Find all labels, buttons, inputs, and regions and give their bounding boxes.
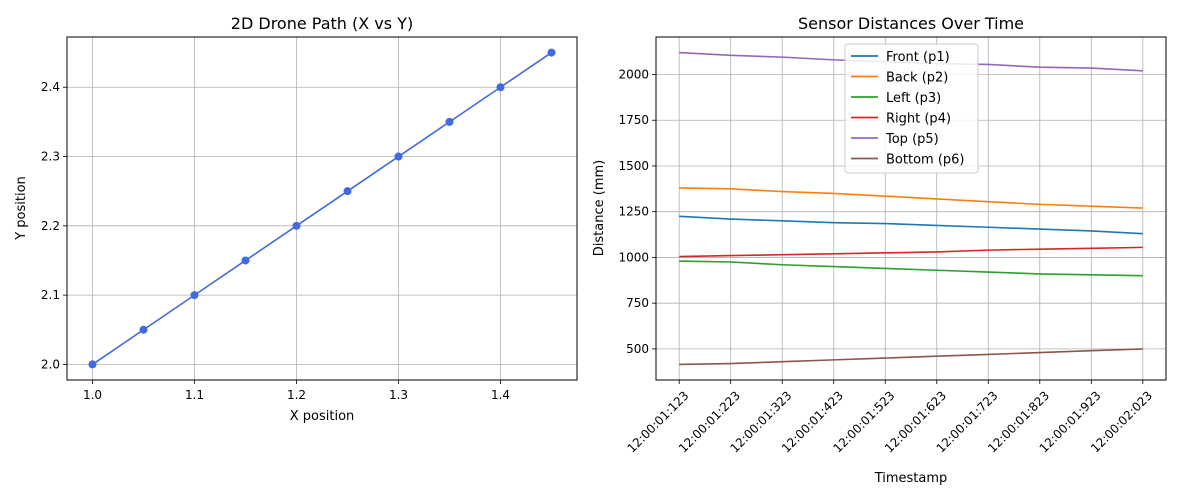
chart1-ytick-label: 2.1 — [41, 288, 60, 302]
series-line-1 — [679, 215, 1143, 235]
sensor-distances-chart: Sensor Distances Over Time 12:00:01:1231… — [592, 14, 1167, 486]
drone-path-point — [343, 187, 352, 196]
drone-path-point — [88, 360, 97, 369]
chart1-frame — [66, 36, 578, 381]
chart1-ticks: 1.0 1.1 1.2 1.3 1.4 2.0 2.1 2.2 2.3 2.4 — [41, 80, 510, 402]
drone-path-point — [547, 48, 556, 57]
chart2-title: Sensor Distances Over Time — [798, 14, 1024, 33]
chart1-ylabel: Y position — [14, 176, 29, 241]
drone-path-point — [190, 291, 199, 300]
drone-path-point — [496, 83, 505, 92]
legend-box — [844, 43, 979, 174]
chart2-series — [679, 51, 1143, 366]
chart1-grid — [67, 37, 577, 380]
chart2-ylabel: Distance (mm) — [592, 160, 607, 256]
drone-path-point — [445, 117, 454, 126]
chart1-ytick-label: 2.2 — [41, 219, 60, 233]
chart2-ytick-label: 2000 — [618, 68, 649, 82]
series-line-4 — [679, 246, 1143, 258]
chart2-ytick-label: 1250 — [618, 205, 649, 219]
legend-label: Bottom (p6) — [886, 153, 964, 168]
series-line-6 — [679, 348, 1143, 366]
chart1-xtick-label: 1.4 — [491, 388, 510, 402]
chart2-ytick-label: 1000 — [618, 250, 649, 264]
chart1-series — [88, 48, 556, 369]
drone-path-point — [292, 221, 301, 230]
chart2-frame — [655, 36, 1167, 381]
chart1-title: 2D Drone Path (X vs Y) — [231, 14, 413, 33]
chart2-legend: Front (p1) Back (p2) Left (p3) Right (p4) To… — [844, 43, 979, 174]
legend-label: Front (p1) — [886, 50, 950, 65]
series-line-3 — [679, 260, 1143, 277]
drone-path-point — [241, 256, 250, 265]
chart1-ytick-label: 2.0 — [41, 357, 60, 371]
chart1-xtick-label: 1.1 — [185, 388, 204, 402]
legend-label: Left (p3) — [886, 91, 941, 106]
chart1-xtick-label: 1.0 — [83, 388, 102, 402]
chart2-ytick-label: 750 — [626, 296, 649, 310]
chart1-ytick-label: 2.3 — [41, 150, 60, 164]
chart1-xlabel: X position — [290, 409, 355, 424]
drone-path-point — [394, 152, 403, 161]
chart2-ytick-label: 500 — [626, 342, 649, 356]
chart1-xtick-label: 1.3 — [389, 388, 408, 402]
legend-label: Top (p5) — [885, 132, 939, 147]
drone-path-point — [139, 325, 148, 334]
chart1-xtick-label: 1.2 — [287, 388, 306, 402]
drone-path-line — [92, 51, 552, 366]
series-line-2 — [679, 187, 1143, 209]
chart2-xlabel: Timestamp — [874, 471, 948, 486]
drone-path-chart: 2D Drone Path (X vs Y) 1.0 1.1 1.2 1.3 1.4 2.… — [14, 14, 578, 424]
chart2-ytick-label: 1750 — [618, 113, 649, 127]
chart2-grid — [656, 37, 1166, 380]
legend-label: Back (p2) — [886, 71, 948, 86]
chart2-ytick-label: 1500 — [618, 159, 649, 173]
legend-label: Right (p4) — [886, 112, 951, 127]
chart1-ytick-label: 2.4 — [41, 80, 60, 94]
